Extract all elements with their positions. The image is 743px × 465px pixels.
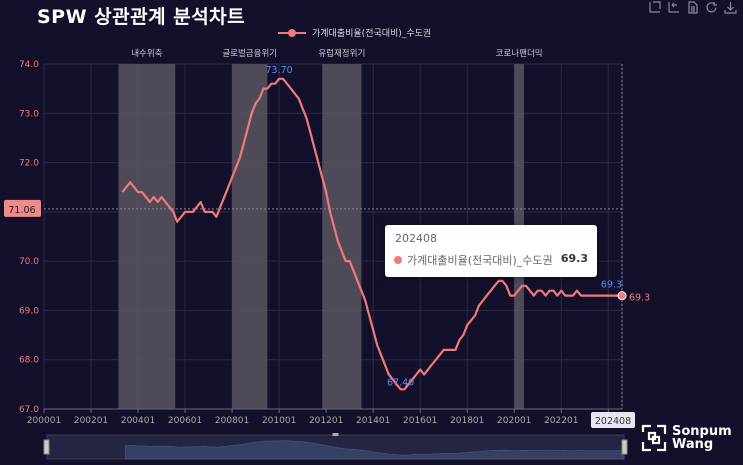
x-tick-label: 200001 <box>27 416 61 426</box>
brand-line2: Wang <box>672 437 714 452</box>
x-tick-label: 200201 <box>74 416 108 426</box>
x-tick-label: 202201 <box>544 416 578 426</box>
x-tick-label: 201601 <box>403 416 437 426</box>
crosshair-y-label: 71.06 <box>8 205 35 216</box>
crosshair-x-label-bg <box>591 412 635 428</box>
series-point-highlight <box>617 291 627 301</box>
x-tick-label: 201401 <box>356 416 390 426</box>
y-tick-label: 74.0 <box>19 60 39 70</box>
brand-logo: Sonpum Wang <box>641 424 732 452</box>
x-tick-label: 202001 <box>497 416 531 426</box>
series-line <box>121 77 622 391</box>
restore-icon[interactable] <box>705 1 718 14</box>
zoom-move-handle <box>332 433 339 436</box>
annotations: 73.70 67.40 69.3 69.3 <box>266 65 651 388</box>
shaded-period-label: 글로벌금융위기 <box>222 48 277 59</box>
x-tick-label: 200801 <box>215 416 249 426</box>
brand-line1: Sonpum <box>672 424 732 439</box>
shaded-period <box>118 64 176 409</box>
shaded-period-label: 내수위축 <box>131 49 162 59</box>
zoom-selection <box>47 435 624 459</box>
zoom-handle-left <box>43 439 50 455</box>
shaded-period-label: 유럽재정위기 <box>318 48 365 59</box>
zoom-preview-area <box>124 440 625 460</box>
annotation-label-last: 69.3 <box>601 280 622 291</box>
shaded-period-label: 코로나팬더믹 <box>496 48 543 59</box>
x-tick-label: 201201 <box>309 416 343 426</box>
annotation-label-max: 73.70 <box>266 65 293 76</box>
data-view-icon[interactable] <box>686 1 699 14</box>
zoom-select-icon[interactable] <box>648 1 661 14</box>
legend-marker <box>288 29 296 37</box>
shaded-period <box>232 64 268 409</box>
tooltip-series-dot <box>394 256 402 264</box>
x-tick-label: 201001 <box>262 416 296 426</box>
legend-label: 가계대출비율(전국대비)_수도권 <box>312 27 431 39</box>
tooltip-period: 202408 <box>395 232 437 245</box>
tooltip-series-name: 가계대출비율(전국대비)_수도권 <box>407 254 553 267</box>
y-tick-label: 67.0 <box>19 405 39 415</box>
save-image-icon[interactable] <box>724 1 737 14</box>
tooltip-value: 69.3 <box>560 252 588 265</box>
data-zoom-slider[interactable] <box>43 433 628 460</box>
series-layer <box>121 77 627 391</box>
shaded-period <box>322 64 362 409</box>
annotation-label-end: 69.3 <box>629 293 650 304</box>
y-tick-label: 73.0 <box>19 109 39 119</box>
zoom-reset-icon[interactable] <box>667 1 680 14</box>
y-tick-label: 69.0 <box>19 306 39 316</box>
app-title: SPW 상관관계 분석차트 <box>37 6 246 28</box>
y-tick-label: 72.0 <box>19 159 39 169</box>
annotation-label-min: 67.40 <box>387 377 414 388</box>
brand-name: Sonpum Wang <box>672 425 732 451</box>
tooltip: 202408 가계대출비율(전국대비)_수도권 69.3 <box>385 225 597 277</box>
sonpum-wang-logo-icon <box>641 424 667 452</box>
zoom-handle-right <box>621 439 628 455</box>
axes: 67.068.069.070.071.072.073.074.020000120… <box>4 60 635 428</box>
y-tick-label: 68.0 <box>19 356 39 366</box>
crosshair-x-label: 202408 <box>595 416 631 427</box>
x-tick-label: 201801 <box>450 416 484 426</box>
legend[interactable]: 가계대출비율(전국대비)_수도권 <box>278 27 431 39</box>
shaded-periods: 내수위축 글로벌금융위기 유럽재정위기 코로나팬더믹 <box>118 48 543 409</box>
x-tick-label: 200401 <box>121 416 155 426</box>
crosshair-y-label-bg <box>4 199 41 217</box>
y-tick-label: 70.0 <box>19 257 39 267</box>
chart-toolbar <box>648 1 737 14</box>
x-tick-label: 200601 <box>168 416 202 426</box>
